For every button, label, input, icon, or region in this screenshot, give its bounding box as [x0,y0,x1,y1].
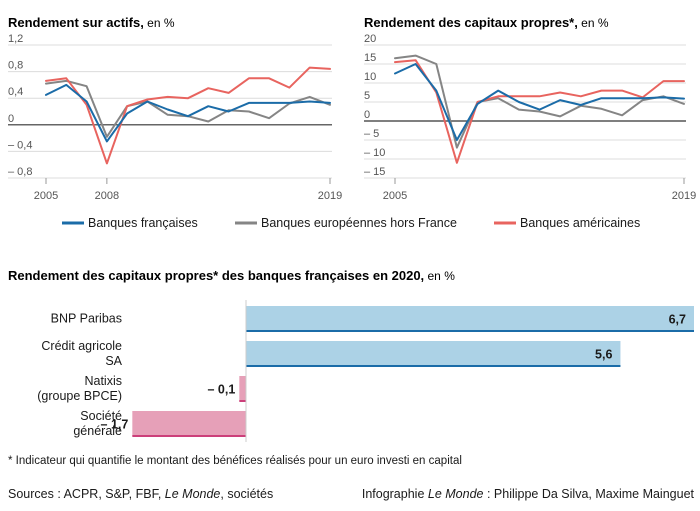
roe-y-tick-label: 15 [364,52,376,64]
roe-y-tick-label: 20 [364,33,376,45]
roe-series-line-eu [394,54,685,149]
bar [246,306,694,331]
roa-x-tick-label: 2005 [34,190,58,202]
roa-y-tick-label: 0 [8,113,14,125]
roe-y-tick-label: 10 [364,71,376,83]
roe-x-tick-label: 2005 [383,190,407,202]
roe-chart-title: Rendement des capitaux propres*, en % [364,15,609,30]
legend-label-eu: Banques européennes hors France [261,216,457,230]
roa-chart-title: Rendement sur actifs, en % [8,15,175,30]
roe-y-tick-label: 5 [364,90,370,102]
bar-value-label: 5,6 [595,348,612,362]
bar [246,341,621,366]
roa-y-tick-label: 0,8 [8,60,23,72]
roe-y-tick-label: – 5 [364,128,379,140]
bar-value-label: – 0,1 [208,383,236,397]
roe-y-tick-label: 0 [364,109,370,121]
bar-chart-title: Rendement des capitaux propres* des banq… [8,268,455,283]
roa-y-tick-label: – 0,8 [8,166,32,178]
roe-chart: Rendement des capitaux propres*, en % 20… [364,15,696,202]
bar-category-label: générale [73,424,122,438]
roe-series-line-us [394,59,685,164]
legend-label-fr: Banques françaises [88,216,198,230]
roa-y-tick-label: – 0,4 [8,139,32,151]
roa-x-tick-label: 2008 [95,190,119,202]
infographic-credit: Infographie Le Monde : Philippe Da Silva… [362,487,695,501]
bar-value-label: 6,7 [669,313,686,327]
bar [239,376,246,401]
bar-value-label: – 1,7 [101,418,129,432]
roe-series-line-fr [394,63,685,141]
roe-x-tick-label: 2019 [672,190,696,202]
roa-y-tick-label: 0,4 [8,86,23,98]
roe-2020-bar-chart: Rendement des capitaux propres* des banq… [8,268,694,442]
legend: Banques françaises Banques européennes h… [62,216,640,230]
roa-series-line-fr [45,83,331,143]
bar-category-label: Société [80,409,122,423]
bar-category-label: Crédit agricole [41,339,122,353]
footnote: * Indicateur qui quantifie le montant de… [8,455,462,467]
legend-label-us: Banques américaines [520,216,640,230]
bar-category-label: BNP Paribas [51,312,122,326]
bar [132,411,246,436]
roa-series-line-us [45,66,331,165]
bar-category-label: (groupe BPCE) [37,389,122,403]
sources-credit: Sources : ACPR, S&P, FBF, Le Monde, soci… [8,487,273,501]
roa-y-tick-label: 1,2 [8,33,23,45]
roe-y-tick-label: – 10 [364,147,385,159]
roa-x-tick-label: 2019 [318,190,342,202]
bar-category-label: Natixis [84,374,122,388]
roe-y-tick-label: – 15 [364,166,385,178]
roa-chart: Rendement sur actifs, en % 1,2 0,8 0,4 0 – 0… [8,15,342,202]
bar-category-label: SA [105,354,122,368]
